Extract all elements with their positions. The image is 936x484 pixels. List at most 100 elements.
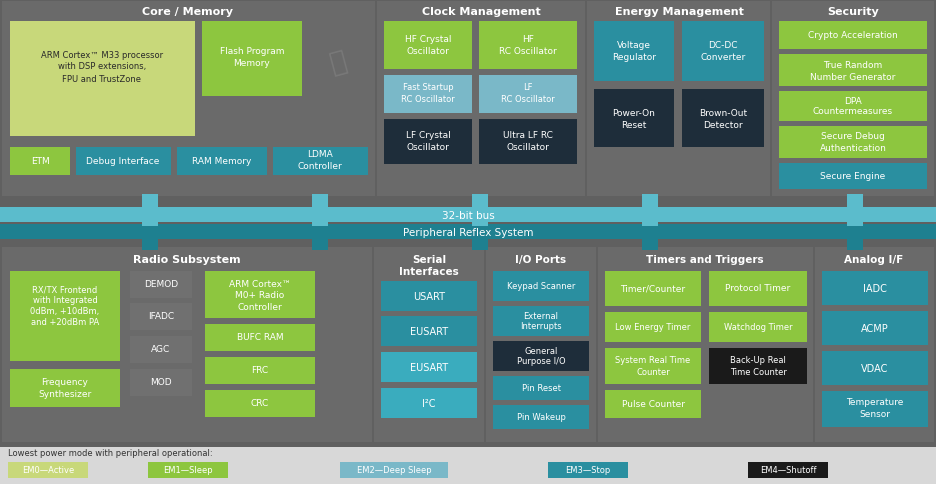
- Text: Secure Engine: Secure Engine: [820, 172, 885, 181]
- Text: Reset: Reset: [622, 120, 647, 129]
- Bar: [381, 317, 477, 346]
- Bar: [472, 222, 488, 227]
- Bar: [381, 352, 477, 382]
- Text: Frequency: Frequency: [41, 378, 88, 387]
- Text: Analog I/F: Analog I/F: [844, 255, 903, 264]
- Text: EM4—Shutoff: EM4—Shutoff: [760, 466, 816, 474]
- Text: RX/TX Frontend: RX/TX Frontend: [33, 285, 97, 294]
- Text: Purpose I/O: Purpose I/O: [517, 357, 565, 366]
- Text: IFADC: IFADC: [148, 312, 174, 321]
- Text: M0+ Radio: M0+ Radio: [235, 291, 285, 300]
- Bar: [779, 22, 927, 50]
- Text: Fast Startup: Fast Startup: [402, 83, 453, 92]
- Text: Keypad Scanner: Keypad Scanner: [506, 282, 576, 291]
- Text: Security: Security: [827, 7, 879, 17]
- Bar: [748, 462, 828, 478]
- Text: True Random: True Random: [824, 60, 883, 69]
- Text: AGC: AGC: [152, 345, 170, 354]
- Bar: [76, 148, 171, 176]
- Bar: [472, 239, 488, 251]
- Text: RC Oscillator: RC Oscillator: [499, 46, 557, 55]
- Text: Watchdog Timer: Watchdog Timer: [724, 323, 792, 332]
- Text: Pin Reset: Pin Reset: [521, 384, 561, 393]
- Bar: [130, 369, 192, 396]
- Text: LDMA: LDMA: [307, 150, 333, 159]
- Bar: [822, 391, 928, 427]
- Text: General: General: [524, 347, 558, 356]
- Bar: [779, 164, 927, 190]
- Text: and +20dBm PA: and +20dBm PA: [31, 318, 99, 327]
- Bar: [130, 303, 192, 330]
- Text: EM0—Active: EM0—Active: [22, 466, 74, 474]
- Bar: [642, 222, 658, 227]
- Bar: [772, 2, 934, 197]
- Bar: [479, 76, 577, 114]
- Bar: [2, 247, 372, 442]
- Bar: [779, 92, 927, 122]
- Text: Counter: Counter: [636, 368, 670, 377]
- Text: Peripheral Reflex System: Peripheral Reflex System: [402, 227, 534, 238]
- Bar: [130, 336, 192, 363]
- Text: I/O Ports: I/O Ports: [516, 255, 566, 264]
- Bar: [10, 148, 70, 176]
- Text: VDAC: VDAC: [861, 363, 888, 373]
- Text: Temperature: Temperature: [846, 398, 903, 407]
- Bar: [493, 341, 589, 371]
- Bar: [205, 390, 315, 417]
- Bar: [381, 281, 477, 311]
- Text: Memory: Memory: [234, 60, 271, 68]
- Bar: [0, 225, 936, 240]
- Text: Timer/Counter: Timer/Counter: [621, 284, 685, 293]
- Bar: [340, 462, 448, 478]
- Text: Clock Management: Clock Management: [421, 7, 540, 17]
- Text: Protocol Timer: Protocol Timer: [725, 284, 791, 293]
- Text: Lowest power mode with peripheral operational:: Lowest power mode with peripheral operat…: [8, 449, 212, 457]
- Bar: [10, 272, 120, 361]
- Bar: [142, 222, 158, 227]
- Bar: [377, 2, 585, 197]
- Text: Timers and Triggers: Timers and Triggers: [646, 255, 764, 264]
- Bar: [605, 272, 701, 306]
- Text: EM1—Sleep: EM1—Sleep: [163, 466, 212, 474]
- Text: Core / Memory: Core / Memory: [142, 7, 233, 17]
- Text: Authentication: Authentication: [820, 144, 886, 153]
- Bar: [642, 195, 658, 210]
- Text: MOD: MOD: [150, 378, 172, 387]
- Text: Voltage: Voltage: [617, 41, 651, 49]
- Bar: [493, 376, 589, 400]
- Bar: [479, 120, 577, 165]
- Bar: [822, 351, 928, 385]
- Text: USART: USART: [413, 291, 445, 302]
- Bar: [374, 247, 484, 442]
- Text: 32-bit bus: 32-bit bus: [442, 211, 494, 221]
- Bar: [822, 311, 928, 345]
- Bar: [8, 462, 88, 478]
- Text: Oscillator: Oscillator: [406, 143, 449, 152]
- Text: Synthesizer: Synthesizer: [38, 390, 92, 399]
- Text: RAM Memory: RAM Memory: [192, 157, 252, 166]
- Text: Number Generator: Number Generator: [811, 72, 896, 81]
- Bar: [605, 312, 701, 342]
- Bar: [205, 357, 315, 384]
- Bar: [273, 148, 368, 176]
- Text: RC Oscillator: RC Oscillator: [402, 94, 455, 103]
- Bar: [142, 195, 158, 210]
- Text: DC-DC: DC-DC: [709, 41, 738, 49]
- Text: RC Oscillator: RC Oscillator: [501, 94, 555, 103]
- Bar: [308, 22, 368, 97]
- Text: Interfaces: Interfaces: [399, 267, 459, 276]
- Text: Pin Wakeup: Pin Wakeup: [517, 413, 565, 422]
- Bar: [384, 120, 472, 165]
- Text: ETM: ETM: [31, 157, 50, 166]
- Bar: [493, 306, 589, 336]
- Text: Back-Up Real: Back-Up Real: [730, 356, 786, 365]
- Text: EUSART: EUSART: [410, 326, 448, 336]
- Text: with DSP extensions,: with DSP extensions,: [58, 62, 146, 71]
- Text: System Real Time: System Real Time: [615, 356, 691, 365]
- Text: Time Counter: Time Counter: [729, 368, 786, 377]
- Text: External: External: [523, 312, 559, 321]
- Bar: [594, 22, 674, 82]
- Bar: [205, 324, 315, 351]
- Bar: [548, 462, 628, 478]
- Text: CRC: CRC: [251, 399, 270, 408]
